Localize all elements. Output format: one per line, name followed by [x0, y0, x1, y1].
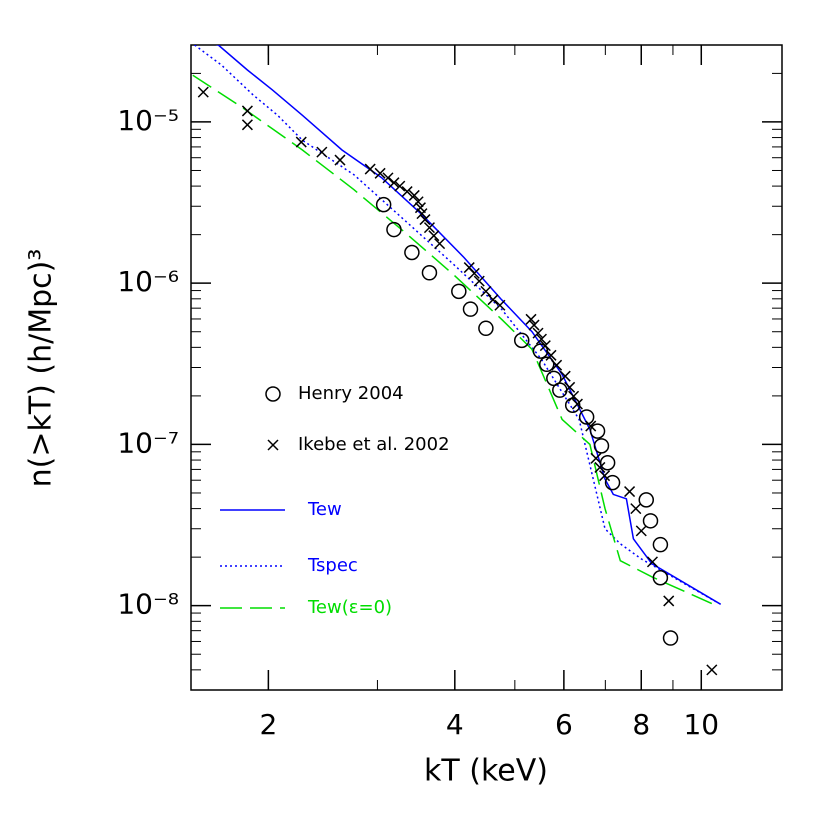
x-tick-label: 2	[259, 708, 277, 741]
point	[551, 359, 563, 371]
point	[416, 208, 428, 220]
point	[375, 196, 392, 213]
point	[412, 196, 424, 208]
point	[599, 454, 616, 471]
point	[642, 513, 659, 529]
point	[545, 349, 557, 361]
point	[599, 470, 611, 482]
y-tick-label: 10⁻⁸	[117, 588, 179, 621]
legend-label: Tew(ε=0)	[307, 597, 392, 618]
point	[401, 186, 413, 198]
point	[382, 172, 394, 184]
legend-label: Tspec	[307, 555, 358, 576]
point	[404, 244, 420, 261]
point	[513, 332, 530, 349]
point	[638, 492, 655, 508]
legend-label: Tew	[307, 499, 342, 520]
point	[593, 438, 610, 454]
point	[364, 163, 376, 175]
legend-marker	[267, 439, 279, 451]
point	[525, 313, 537, 325]
x-tick-label: 8	[632, 708, 650, 741]
point	[663, 595, 675, 607]
y-axis-label: n(>kT) (h/Mpc)³	[24, 249, 59, 488]
y-tick-label: 10⁻⁷	[117, 426, 179, 459]
point	[428, 230, 440, 242]
point	[419, 214, 431, 226]
legend-label: Henry 2004	[298, 383, 404, 404]
point	[594, 461, 606, 473]
y-tick-label: 10⁻⁶	[117, 265, 179, 298]
point	[386, 221, 402, 238]
point	[646, 556, 658, 568]
point	[451, 283, 467, 300]
point	[578, 409, 595, 425]
point	[630, 503, 642, 515]
point	[552, 382, 568, 398]
point	[585, 420, 597, 432]
point	[568, 390, 580, 402]
x-axis-label: kT (keV)	[424, 754, 548, 789]
point	[532, 327, 544, 339]
point	[652, 536, 669, 553]
point	[539, 340, 551, 352]
x-tick-label: 10	[683, 708, 719, 741]
point	[706, 664, 718, 676]
point	[539, 356, 555, 373]
point	[662, 630, 679, 646]
point	[462, 301, 479, 317]
point	[494, 299, 506, 311]
point	[590, 452, 602, 464]
y-tick-label: 10⁻⁵	[117, 104, 179, 137]
point	[473, 275, 485, 287]
point	[388, 177, 400, 189]
point	[564, 397, 581, 413]
point	[535, 333, 547, 345]
point	[197, 86, 209, 98]
point	[374, 167, 386, 179]
point	[334, 154, 346, 166]
x-tick-label: 4	[446, 708, 464, 741]
point	[468, 267, 480, 279]
point	[589, 423, 606, 439]
plot-area	[192, 45, 722, 605]
point	[421, 265, 438, 281]
point	[295, 136, 307, 148]
point	[408, 189, 420, 201]
point	[241, 119, 253, 131]
legend-marker	[265, 386, 281, 402]
plot-frame	[190, 44, 783, 691]
point	[564, 381, 576, 393]
point	[652, 570, 669, 586]
point	[528, 319, 540, 331]
point	[487, 294, 499, 306]
x-tick-label: 6	[555, 708, 573, 741]
point	[480, 285, 492, 297]
point	[394, 180, 406, 192]
point	[604, 474, 621, 491]
point	[241, 105, 253, 117]
legend-label: Ikebe et al. 2002	[298, 434, 450, 455]
line	[215, 45, 722, 605]
point	[635, 525, 647, 537]
line	[192, 74, 713, 605]
point	[423, 222, 435, 234]
point	[624, 486, 636, 498]
point	[559, 370, 571, 382]
point	[316, 146, 328, 158]
point	[434, 238, 446, 250]
point	[478, 320, 494, 337]
point	[571, 398, 583, 410]
